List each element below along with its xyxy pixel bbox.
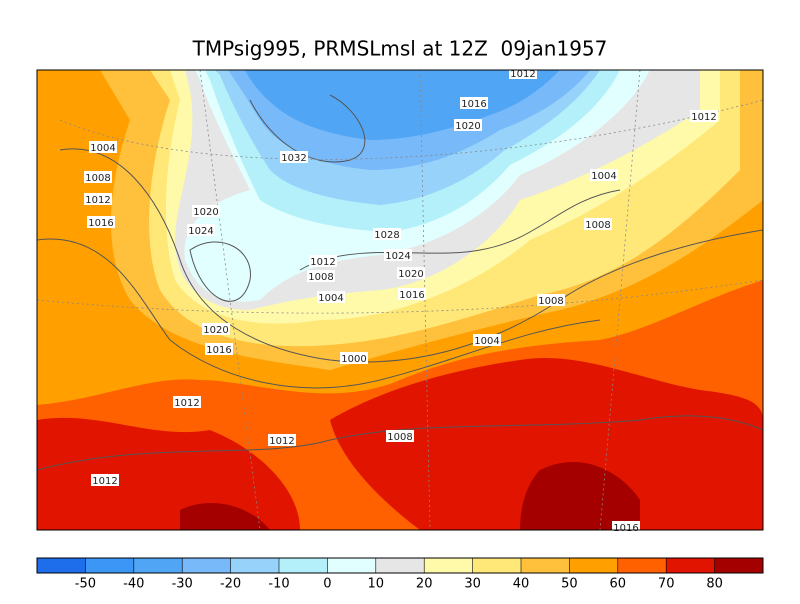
colorbar-segment — [182, 558, 231, 573]
contour-label: 1016 — [461, 99, 486, 110]
colorbar-segment — [37, 558, 86, 573]
colorbar-label: 20 — [416, 577, 433, 592]
label-box — [280, 151, 308, 163]
colorbar-segment — [666, 558, 715, 573]
label-box — [460, 97, 488, 109]
label-box — [173, 396, 201, 408]
label-box — [309, 255, 337, 267]
contour-label: 1016 — [88, 218, 113, 229]
label-box — [384, 249, 412, 261]
colorbar-label: -30 — [172, 577, 193, 592]
label-box — [317, 291, 345, 303]
contour-labels: 1012 1016 1020 1012 1004 1008 1012 1016 1032 1004… — [84, 67, 718, 534]
colorbar-segment — [617, 558, 667, 573]
contour-label: 1012 — [269, 436, 294, 447]
colorbar-label: 0 — [323, 577, 331, 592]
label-box — [473, 334, 501, 346]
label-box — [386, 430, 414, 442]
colorbar-label: -20 — [220, 577, 241, 592]
map — [37, 70, 763, 530]
colorbar-segment — [327, 558, 376, 573]
contour-label: 1012 — [310, 257, 335, 268]
colorbar-label: -50 — [75, 577, 96, 592]
label-box — [87, 216, 115, 228]
colorbar-label: -10 — [268, 577, 289, 592]
contour-label: 1008 — [538, 296, 563, 307]
contour-label: 1032 — [281, 153, 306, 164]
colorbar-label: 70 — [658, 577, 675, 592]
contour-label: 1004 — [318, 293, 343, 304]
label-box — [590, 169, 618, 181]
label-box — [202, 323, 230, 335]
label-box — [307, 270, 335, 282]
contour-label: 1008 — [308, 272, 333, 283]
colorbar-segment — [279, 558, 328, 573]
label-box — [397, 267, 425, 279]
contour-label: 1016 — [613, 523, 638, 534]
label-box — [205, 343, 233, 355]
colorbar-frame — [36, 557, 764, 574]
label-box — [690, 110, 718, 122]
colorbar-label: -40 — [123, 577, 144, 592]
colorbar-label: 60 — [610, 577, 627, 592]
label-box — [268, 434, 296, 446]
colorbar: -50 -40 -30 -20 -10 0 10 20 30 40 50 60 70 80 — [36, 557, 764, 592]
label-box — [584, 218, 612, 230]
contour-label: 1012 — [85, 195, 110, 206]
contour-label: 1016 — [399, 290, 424, 301]
colorbar-label: 30 — [464, 577, 481, 592]
label-box — [537, 294, 565, 306]
contour-label: 1020 — [455, 121, 480, 132]
contour-label: 1004 — [474, 336, 499, 347]
contour-label: 1004 — [591, 171, 616, 182]
colorbar-segment — [85, 558, 134, 573]
title: TMPsig995, PRMSLmsl at 12Z 09jan1957 — [192, 37, 608, 61]
colorbar-label: 10 — [368, 577, 385, 592]
contour-label: 1020 — [193, 207, 218, 218]
colorbar-segment — [714, 558, 763, 573]
colorbar-label: 80 — [706, 577, 723, 592]
contour-label: 1008 — [585, 220, 610, 231]
label-box — [89, 141, 117, 153]
contour-label: 1020 — [398, 269, 423, 280]
label-box — [373, 228, 401, 240]
colorbar-label: 40 — [513, 577, 530, 592]
colorbar-segment — [230, 558, 279, 573]
label-box — [91, 474, 119, 486]
colorbar-segment — [424, 558, 473, 573]
contour-label: 1020 — [203, 325, 228, 336]
contour-label: 1008 — [387, 432, 412, 443]
contour-label: 1012 — [174, 398, 199, 409]
label-box — [84, 193, 112, 205]
colorbar-segment — [521, 558, 570, 573]
colorbar-segment — [375, 558, 425, 573]
label-box — [454, 119, 482, 131]
contour-label: 1012 — [92, 476, 117, 487]
label-box — [187, 224, 215, 236]
label-box — [84, 171, 112, 183]
contour-label: 1004 — [90, 143, 115, 154]
label-box — [398, 288, 426, 300]
colorbar-segment — [133, 558, 183, 573]
label-box — [340, 352, 368, 364]
contour-label: 1028 — [374, 230, 399, 241]
contour-label: 1012 — [510, 69, 535, 80]
colorbar-label: 50 — [561, 577, 578, 592]
contour-label: 1008 — [85, 173, 110, 184]
map-frame — [36, 69, 764, 531]
label-box — [192, 205, 220, 217]
contour-label: 1012 — [691, 112, 716, 123]
contour-label: 1000 — [341, 354, 366, 365]
colorbar-segment — [569, 558, 618, 573]
colorbar-segment — [472, 558, 521, 573]
contour-label: 1024 — [188, 226, 213, 237]
contour-label: 1024 — [385, 251, 410, 262]
contour-label: 1016 — [206, 345, 231, 356]
